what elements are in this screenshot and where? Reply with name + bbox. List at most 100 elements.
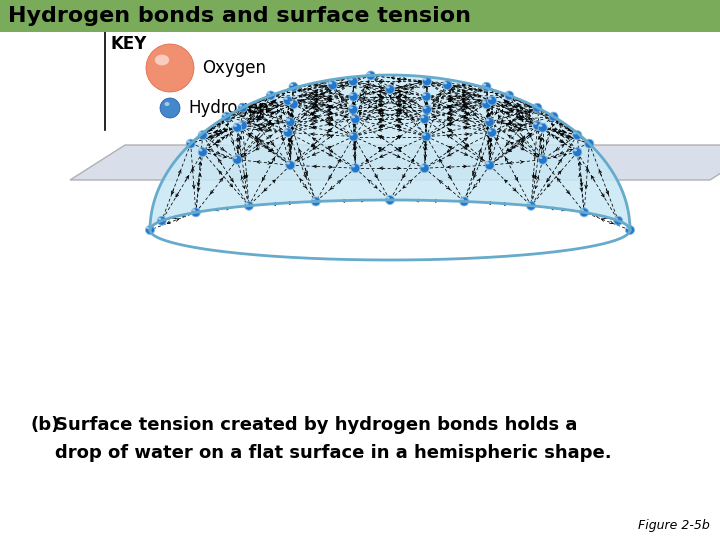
Ellipse shape xyxy=(366,71,375,80)
Ellipse shape xyxy=(482,84,486,86)
Ellipse shape xyxy=(351,165,355,167)
Ellipse shape xyxy=(367,72,371,75)
Ellipse shape xyxy=(505,91,514,100)
Ellipse shape xyxy=(350,133,354,136)
Ellipse shape xyxy=(423,78,427,80)
Ellipse shape xyxy=(386,86,390,89)
Ellipse shape xyxy=(423,105,431,114)
Ellipse shape xyxy=(385,85,395,94)
Ellipse shape xyxy=(585,140,589,143)
Ellipse shape xyxy=(286,161,295,170)
Ellipse shape xyxy=(192,208,200,217)
Ellipse shape xyxy=(289,84,293,86)
Ellipse shape xyxy=(443,80,452,90)
Ellipse shape xyxy=(239,104,243,107)
Ellipse shape xyxy=(423,93,426,96)
Ellipse shape xyxy=(538,155,547,164)
Ellipse shape xyxy=(580,208,589,217)
Ellipse shape xyxy=(289,100,298,109)
Ellipse shape xyxy=(349,106,353,109)
Ellipse shape xyxy=(246,202,248,205)
Text: Oxygen: Oxygen xyxy=(202,59,266,77)
Polygon shape xyxy=(150,75,630,230)
Ellipse shape xyxy=(348,105,358,114)
Ellipse shape xyxy=(534,122,537,125)
Ellipse shape xyxy=(539,157,542,159)
Ellipse shape xyxy=(199,149,202,151)
Ellipse shape xyxy=(238,103,247,112)
Ellipse shape xyxy=(233,124,237,127)
Ellipse shape xyxy=(284,128,292,137)
Ellipse shape xyxy=(486,119,490,122)
Ellipse shape xyxy=(534,104,537,107)
Ellipse shape xyxy=(482,100,491,109)
Ellipse shape xyxy=(485,161,494,170)
Ellipse shape xyxy=(349,132,358,141)
Text: Hydrogen bonds and surface tension: Hydrogen bonds and surface tension xyxy=(8,6,471,26)
Ellipse shape xyxy=(289,82,298,91)
Text: Figure 2-5b: Figure 2-5b xyxy=(638,519,710,532)
Ellipse shape xyxy=(284,97,288,100)
Ellipse shape xyxy=(486,162,490,165)
Ellipse shape xyxy=(533,121,542,130)
FancyBboxPatch shape xyxy=(0,0,720,32)
Ellipse shape xyxy=(420,114,429,124)
Ellipse shape xyxy=(386,197,390,199)
Ellipse shape xyxy=(421,165,424,167)
Ellipse shape xyxy=(485,118,494,126)
Ellipse shape xyxy=(351,164,360,173)
Ellipse shape xyxy=(487,128,497,137)
Ellipse shape xyxy=(550,113,554,116)
Text: Surface tension created by hydrogen bonds holds a: Surface tension created by hydrogen bond… xyxy=(55,416,577,434)
Ellipse shape xyxy=(488,129,492,132)
Ellipse shape xyxy=(267,92,271,94)
Ellipse shape xyxy=(613,216,623,225)
Ellipse shape xyxy=(145,226,155,234)
Ellipse shape xyxy=(459,197,469,206)
Ellipse shape xyxy=(222,112,231,121)
Ellipse shape xyxy=(187,140,190,143)
Text: KEY: KEY xyxy=(110,35,146,53)
Ellipse shape xyxy=(527,202,531,205)
Ellipse shape xyxy=(539,124,542,127)
Ellipse shape xyxy=(423,106,427,109)
Ellipse shape xyxy=(573,131,582,140)
Text: (b): (b) xyxy=(30,416,59,434)
Text: Hydrogen: Hydrogen xyxy=(188,99,269,117)
Ellipse shape xyxy=(160,98,180,118)
Ellipse shape xyxy=(488,97,492,100)
Ellipse shape xyxy=(626,227,630,229)
Ellipse shape xyxy=(482,101,486,104)
Ellipse shape xyxy=(533,103,542,112)
Ellipse shape xyxy=(192,209,196,212)
Ellipse shape xyxy=(284,129,288,132)
Ellipse shape xyxy=(286,118,295,126)
Ellipse shape xyxy=(287,119,290,122)
Ellipse shape xyxy=(311,197,320,206)
Ellipse shape xyxy=(626,226,634,234)
Ellipse shape xyxy=(155,55,169,65)
Ellipse shape xyxy=(328,80,337,90)
Ellipse shape xyxy=(287,162,290,165)
Ellipse shape xyxy=(233,123,242,132)
Ellipse shape xyxy=(349,78,353,80)
Ellipse shape xyxy=(350,93,354,96)
Ellipse shape xyxy=(199,132,202,134)
Ellipse shape xyxy=(574,132,577,134)
Ellipse shape xyxy=(526,201,536,210)
Ellipse shape xyxy=(421,116,424,118)
Ellipse shape xyxy=(351,116,355,118)
Ellipse shape xyxy=(614,218,618,220)
Ellipse shape xyxy=(538,123,547,132)
Ellipse shape xyxy=(423,77,431,86)
Ellipse shape xyxy=(238,121,247,130)
Ellipse shape xyxy=(186,139,195,148)
Ellipse shape xyxy=(348,77,358,86)
Text: drop of water on a flat surface in a hemispheric shape.: drop of water on a flat surface in a hem… xyxy=(55,444,611,462)
Ellipse shape xyxy=(351,114,360,124)
Ellipse shape xyxy=(198,131,207,140)
Ellipse shape xyxy=(266,91,275,100)
Ellipse shape xyxy=(505,92,509,94)
Ellipse shape xyxy=(233,157,237,159)
Ellipse shape xyxy=(549,112,558,121)
